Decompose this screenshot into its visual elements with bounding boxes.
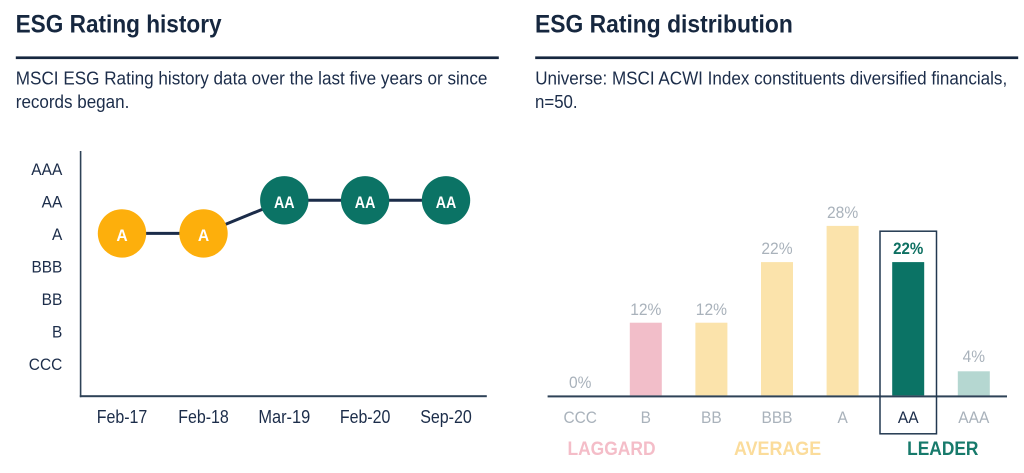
svg-text:AA: AA	[898, 408, 919, 427]
svg-text:A: A	[52, 225, 63, 244]
svg-text:BBB: BBB	[762, 408, 793, 427]
svg-text:22%: 22%	[761, 239, 792, 258]
svg-text:0%: 0%	[569, 373, 591, 392]
svg-text:4%: 4%	[963, 347, 985, 366]
svg-text:28%: 28%	[827, 203, 858, 222]
svg-text:AAA: AAA	[958, 408, 990, 427]
svg-text:BB: BB	[42, 290, 63, 309]
svg-text:Feb-17: Feb-17	[97, 407, 148, 427]
svg-text:Universe: MSCI ACWI Index cons: Universe: MSCI ACWI Index constituents d…	[535, 68, 1007, 88]
svg-text:A: A	[837, 408, 848, 427]
svg-text:Feb-20: Feb-20	[340, 407, 391, 427]
svg-text:12%: 12%	[630, 300, 661, 319]
svg-text:MSCI ESG Rating history data o: MSCI ESG Rating history data over the la…	[16, 68, 488, 88]
svg-text:Sep-20: Sep-20	[420, 407, 472, 427]
svg-text:CCC: CCC	[29, 355, 63, 374]
svg-text:AA: AA	[436, 193, 457, 212]
svg-text:LAGGARD: LAGGARD	[567, 438, 655, 460]
svg-text:Mar-19: Mar-19	[258, 407, 310, 427]
svg-text:AA: AA	[355, 193, 376, 212]
svg-text:AA: AA	[42, 193, 63, 212]
svg-text:22%: 22%	[893, 239, 923, 258]
svg-text:B: B	[52, 323, 62, 342]
svg-text:BB: BB	[701, 408, 722, 427]
svg-text:records began.: records began.	[16, 92, 130, 112]
svg-text:n=50.: n=50.	[535, 92, 578, 112]
svg-text:A: A	[116, 226, 127, 245]
svg-text:AAA: AAA	[31, 160, 63, 179]
svg-text:LEADER: LEADER	[907, 438, 978, 460]
svg-text:ESG Rating distribution: ESG Rating distribution	[535, 10, 793, 38]
svg-text:12%: 12%	[696, 300, 727, 319]
svg-text:AVERAGE: AVERAGE	[734, 438, 821, 460]
svg-text:BBB: BBB	[32, 258, 63, 277]
svg-text:B: B	[641, 408, 651, 427]
svg-text:AA: AA	[274, 193, 295, 212]
svg-text:CCC: CCC	[563, 408, 597, 427]
svg-text:ESG Rating history: ESG Rating history	[16, 10, 222, 38]
svg-text:Feb-18: Feb-18	[178, 407, 229, 427]
svg-text:A: A	[198, 226, 209, 245]
